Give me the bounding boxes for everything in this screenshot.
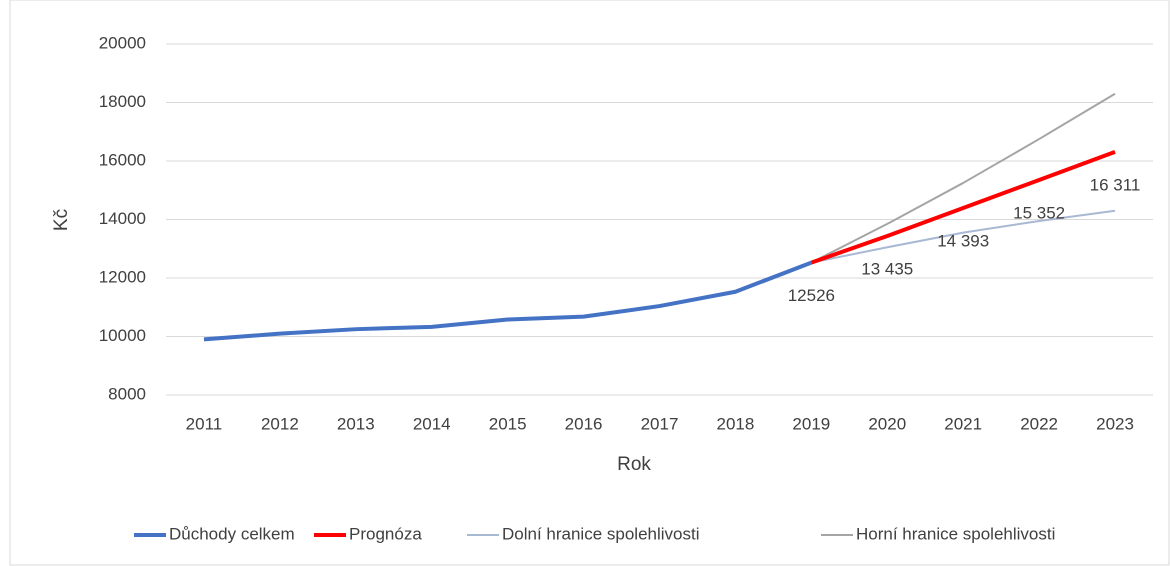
y-axis-label: Kč bbox=[51, 209, 72, 231]
x-tick-label: 2011 bbox=[186, 414, 223, 433]
data-label: 13 435 bbox=[861, 260, 913, 279]
chart-border bbox=[9, 0, 1170, 566]
x-axis-label: Rok bbox=[617, 454, 651, 475]
data-label: 15 352 bbox=[1013, 203, 1065, 222]
data-label: 12526 bbox=[788, 286, 835, 305]
y-tick-label: 10000 bbox=[99, 326, 146, 345]
series-line bbox=[203, 260, 813, 342]
y-tick-label: 8000 bbox=[108, 384, 146, 403]
x-tick-label: 2016 bbox=[565, 414, 603, 433]
x-tick-label: 2015 bbox=[489, 414, 527, 433]
x-tick-label: 2013 bbox=[337, 414, 375, 433]
y-tick-label: 20000 bbox=[99, 33, 146, 52]
x-tick-label: 2022 bbox=[1020, 414, 1058, 433]
x-tick-label: 2023 bbox=[1096, 414, 1134, 433]
legend-label: Prognóza bbox=[349, 524, 422, 543]
series-line bbox=[811, 209, 1116, 264]
y-tick-label: 14000 bbox=[99, 209, 146, 228]
series-line bbox=[810, 92, 1116, 264]
x-tick-label: 2019 bbox=[792, 414, 830, 433]
data-label: 14 393 bbox=[937, 231, 989, 250]
legend-label: Důchody celkem bbox=[169, 524, 295, 543]
y-tick-label: 16000 bbox=[99, 150, 146, 169]
x-tick-label: 2012 bbox=[261, 414, 299, 433]
legend-label: Dolní hranice spolehlivosti bbox=[502, 524, 700, 543]
legend-label: Horní hranice spolehlivosti bbox=[856, 524, 1055, 543]
x-tick-label: 2017 bbox=[641, 414, 679, 433]
y-tick-label: 18000 bbox=[99, 92, 146, 111]
x-tick-label: 2018 bbox=[717, 414, 755, 433]
x-tick-label: 2020 bbox=[868, 414, 906, 433]
data-label: 16 311 bbox=[1090, 175, 1141, 194]
y-tick-label: 12000 bbox=[99, 267, 146, 286]
x-tick-label: 2014 bbox=[413, 414, 451, 433]
x-tick-label: 2021 bbox=[944, 414, 982, 433]
series-line bbox=[810, 150, 1116, 265]
